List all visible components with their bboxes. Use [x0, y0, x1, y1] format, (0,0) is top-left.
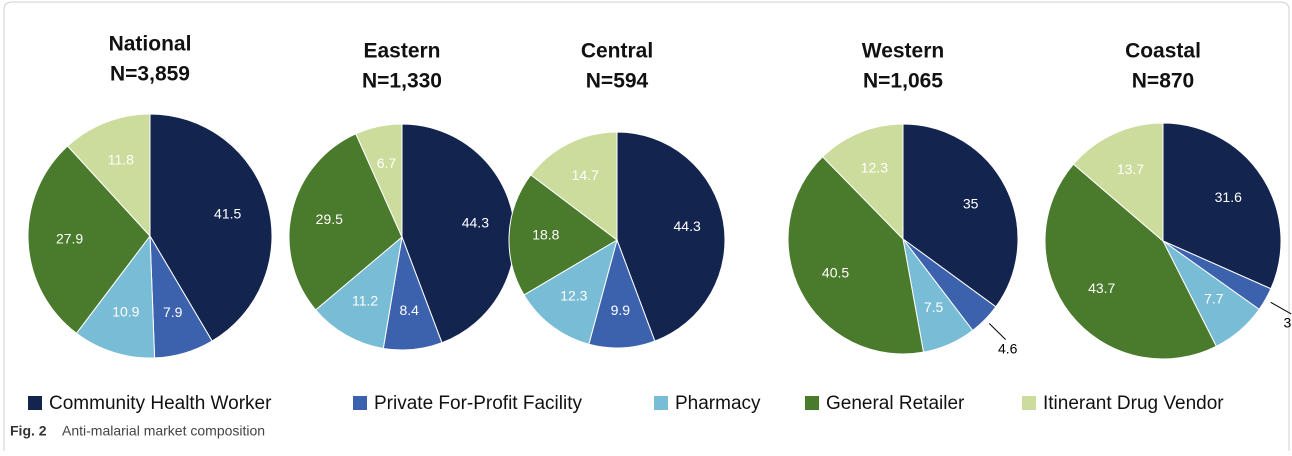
- pie-slice: [314, 235, 403, 350]
- value-label: 40.5: [822, 265, 849, 281]
- pie-slice: [1044, 163, 1217, 360]
- pie-slice: [508, 174, 618, 296]
- value-label: 18.8: [532, 227, 559, 243]
- value-label: 11.2: [352, 293, 378, 309]
- pie-slice: [616, 131, 726, 342]
- value-label: 4.6: [998, 340, 1018, 356]
- value-label: 12.3: [560, 287, 587, 303]
- value-label: 9.9: [611, 302, 631, 318]
- leader-line: [1270, 301, 1292, 315]
- value-label: 3.2: [1283, 315, 1292, 331]
- value-label: 10.9: [112, 304, 139, 320]
- pie-slice: [355, 123, 403, 238]
- frame: [3, 1, 1290, 451]
- pie-slice: [1072, 122, 1164, 243]
- value-label: 43.7: [1088, 280, 1115, 296]
- value-label: 11.8: [108, 152, 134, 168]
- value-label: 41.5: [214, 205, 241, 221]
- legend-swatch: [28, 396, 42, 410]
- value-label: 6.7: [377, 155, 397, 171]
- pie-subtitle: N=1,065: [863, 70, 943, 93]
- value-label: 12.3: [861, 159, 888, 175]
- legend-swatch: [654, 396, 668, 410]
- value-label: 7.7: [1204, 291, 1224, 307]
- pie-subtitle: N=1,330: [362, 70, 442, 93]
- pie-title: Coastal: [1125, 40, 1201, 63]
- pie-slice: [530, 131, 618, 242]
- pie-slice: [1162, 122, 1282, 290]
- value-label: 8.4: [400, 302, 420, 318]
- value-label: 14.7: [572, 167, 599, 183]
- leader-line: [988, 323, 1007, 340]
- pie-title: Central: [581, 40, 653, 63]
- pie-slice: [523, 238, 618, 345]
- caption-label: Fig. 2: [10, 423, 47, 439]
- value-label: 44.3: [674, 218, 701, 234]
- legend-label: General Retailer: [826, 393, 965, 414]
- legend-swatch: [805, 396, 819, 410]
- legend-label: Pharmacy: [675, 393, 761, 414]
- value-label: 35: [963, 195, 979, 211]
- pie-slice: [902, 123, 1019, 308]
- pie-slice: [27, 145, 151, 335]
- pie-subtitle: N=870: [1132, 70, 1194, 93]
- value-label: 7.9: [163, 304, 183, 320]
- value-label: 7.5: [924, 299, 944, 315]
- value-label: 31.6: [1215, 189, 1242, 205]
- legend-label: Community Health Worker: [49, 393, 272, 414]
- legend-swatch: [353, 396, 367, 410]
- pie-slice: [288, 133, 403, 311]
- pie-slice: [149, 113, 273, 342]
- pie-slice: [821, 123, 904, 241]
- caption-text: Anti-malarial market composition: [62, 423, 265, 439]
- legend-label: Itinerant Drug Vendor: [1043, 393, 1224, 414]
- pie-slice: [66, 113, 151, 238]
- pie-title: National: [109, 33, 192, 56]
- value-label: 13.7: [1117, 161, 1144, 177]
- pie-title: Eastern: [363, 40, 440, 63]
- pie-slice: [787, 156, 925, 355]
- legend-label: Private For-Profit Facility: [374, 393, 582, 414]
- value-label: 44.3: [462, 214, 489, 230]
- pie-title: Western: [862, 40, 944, 63]
- pie-slice: [75, 234, 156, 359]
- legend-swatch: [1022, 396, 1036, 410]
- value-label: 27.9: [56, 230, 83, 246]
- pie-subtitle: N=3,859: [110, 63, 190, 86]
- pie-subtitle: N=594: [586, 70, 649, 93]
- value-label: 29.5: [316, 211, 343, 227]
